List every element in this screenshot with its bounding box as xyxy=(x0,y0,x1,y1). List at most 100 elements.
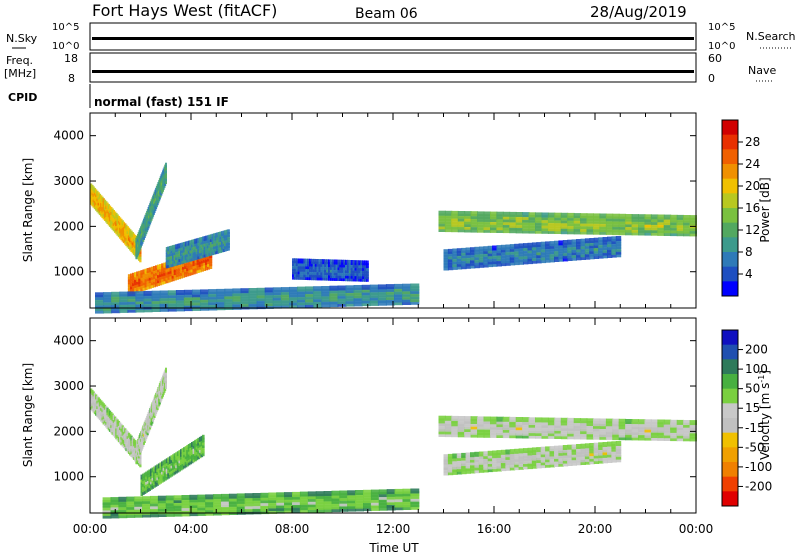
data-cell xyxy=(120,232,123,238)
data-cell xyxy=(121,225,124,231)
data-cell xyxy=(343,270,346,276)
data-cell xyxy=(452,459,458,464)
data-cell xyxy=(500,466,507,472)
data-cell xyxy=(180,242,183,248)
data-cell xyxy=(541,422,549,428)
data-cell xyxy=(386,500,396,505)
data-cell xyxy=(95,200,98,206)
data-cell xyxy=(252,493,262,498)
data-cell xyxy=(676,217,685,223)
data-cell xyxy=(187,444,191,449)
data-cell xyxy=(337,276,341,281)
data-cell xyxy=(169,276,173,282)
data-cell xyxy=(191,442,194,447)
data-cell xyxy=(202,266,206,271)
data-cell xyxy=(531,250,538,256)
data-cell xyxy=(502,425,511,430)
data-cell xyxy=(152,266,156,271)
noise-panel: N.Sky 10^5 10^0 10^5 10^0 N.Search xyxy=(6,22,796,52)
data-cell xyxy=(198,245,202,251)
data-cell xyxy=(496,452,502,458)
data-cell xyxy=(216,237,219,243)
data-cell xyxy=(207,264,211,270)
data-cell xyxy=(90,191,93,197)
data-cell xyxy=(483,427,491,433)
data-cell xyxy=(167,272,171,278)
data-cell xyxy=(167,262,170,268)
data-cell xyxy=(114,432,117,438)
data-cell xyxy=(331,273,335,279)
data-cell xyxy=(134,507,144,513)
data-cell xyxy=(567,212,575,218)
data-cell xyxy=(339,262,343,268)
data-cell xyxy=(150,269,154,275)
data-cell xyxy=(116,433,119,438)
data-cell xyxy=(492,245,498,251)
data-cell xyxy=(297,303,307,308)
data-cell xyxy=(127,238,131,244)
data-cell xyxy=(465,253,471,258)
data-cell xyxy=(496,217,504,223)
data-cell xyxy=(444,426,453,432)
data-cell xyxy=(181,464,185,470)
data-cell xyxy=(205,246,208,252)
data-cell xyxy=(292,508,301,514)
data-cell xyxy=(307,266,310,272)
data-cell xyxy=(178,254,181,260)
data-cell xyxy=(505,258,511,264)
data-cell xyxy=(155,281,159,287)
data-cell xyxy=(208,242,211,248)
data-cell xyxy=(443,254,449,260)
data-cell xyxy=(142,501,151,507)
data-cell xyxy=(187,251,191,257)
data-cell xyxy=(142,277,146,283)
data-cell xyxy=(108,410,112,416)
data-cell xyxy=(683,228,691,234)
data-cell xyxy=(192,250,196,256)
data-cell xyxy=(192,252,196,258)
data-cell xyxy=(272,298,282,304)
data-cell xyxy=(289,295,299,300)
data-cell xyxy=(119,291,129,297)
data-cell xyxy=(584,241,591,247)
data-cell xyxy=(438,423,446,429)
data-cell xyxy=(97,200,100,206)
data-cell xyxy=(580,446,586,452)
data-cell xyxy=(98,412,102,418)
data-cell xyxy=(252,495,262,501)
data-cell xyxy=(97,405,100,411)
data-cell xyxy=(560,420,569,426)
data-cell xyxy=(148,480,151,486)
data-cell xyxy=(181,508,191,514)
data-cell xyxy=(130,247,133,252)
data-cell xyxy=(165,466,169,472)
data-cell xyxy=(528,223,536,229)
data-cell xyxy=(173,458,177,464)
data-cell xyxy=(122,443,126,449)
data-cell xyxy=(443,265,449,271)
data-cell xyxy=(505,454,511,460)
data-cell xyxy=(599,421,607,427)
data-cell xyxy=(92,194,95,200)
data-cell xyxy=(318,264,322,270)
data-cell xyxy=(451,216,459,222)
data-cell xyxy=(192,266,196,272)
data-cell xyxy=(689,420,697,426)
data-cell xyxy=(347,493,357,498)
data-cell xyxy=(689,220,697,226)
data-cell xyxy=(487,467,494,473)
data-cell xyxy=(167,246,170,252)
data-cell xyxy=(206,243,210,249)
data-cell xyxy=(170,471,174,477)
data-cell xyxy=(329,264,333,270)
data-cell xyxy=(225,235,229,241)
data-cell xyxy=(549,246,555,252)
data-cell xyxy=(107,206,110,212)
data-cell xyxy=(571,449,577,455)
data-region xyxy=(438,210,697,237)
data-cell xyxy=(663,436,672,441)
data-cell xyxy=(558,248,564,254)
data-cell xyxy=(443,251,449,257)
data-cell xyxy=(326,267,329,273)
